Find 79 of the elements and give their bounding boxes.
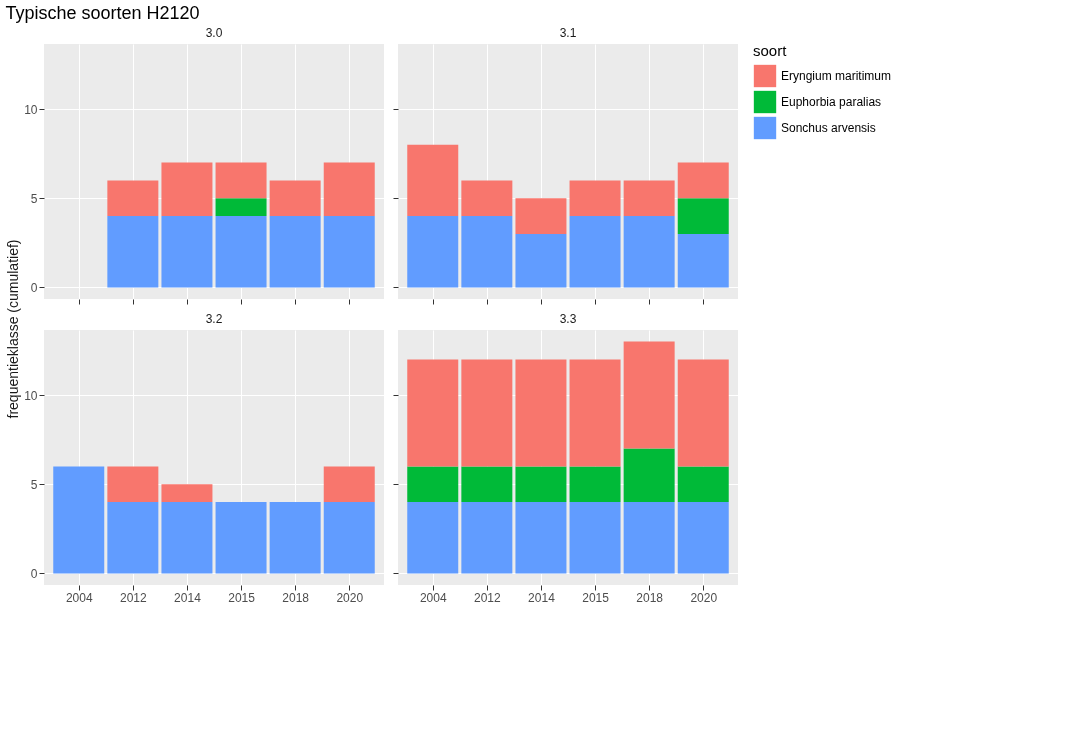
- chart-title: 3.2: [205, 312, 223, 326]
- bar: [215, 216, 267, 288]
- x-tick-label: 2020: [336, 590, 364, 605]
- bar: [269, 180, 321, 217]
- x-tick-label: 2015: [228, 590, 256, 605]
- bar: [323, 162, 375, 217]
- bar: [569, 502, 621, 574]
- bar: [161, 162, 213, 217]
- bar: [623, 502, 675, 574]
- legend-label: Euphorbia paralias: [781, 95, 882, 109]
- bar: [215, 162, 267, 199]
- legend-label: Sonchus arvensis: [781, 121, 876, 135]
- bar: [269, 216, 321, 288]
- bar: [461, 466, 513, 503]
- bar: [515, 198, 567, 234]
- x-tick-label: 2014: [174, 590, 202, 605]
- bar: [161, 216, 213, 288]
- y-tick-label: 5: [30, 191, 38, 206]
- x-tick-label: 2004: [65, 590, 93, 605]
- bar: [677, 198, 729, 234]
- x-tick-label: 2004: [419, 590, 447, 605]
- bar: [323, 216, 375, 288]
- legend-title: soort: [753, 42, 788, 59]
- x-tick-label: 2018: [636, 590, 664, 605]
- legend-label: Eryngium maritimum: [781, 69, 892, 83]
- bar: [215, 198, 267, 217]
- chart-title: 3.0: [205, 26, 223, 40]
- bar: [461, 180, 513, 217]
- bar: [323, 466, 375, 503]
- bar: [407, 144, 459, 217]
- bar: [677, 359, 729, 467]
- bar: [461, 502, 513, 574]
- bar: [623, 180, 675, 217]
- bar: [407, 502, 459, 574]
- x-tick-label: 2020: [690, 590, 718, 605]
- bar: [623, 448, 675, 503]
- bar: [677, 466, 729, 503]
- x-tick-label: 2014: [528, 590, 556, 605]
- bar: [107, 502, 159, 574]
- bar: [407, 359, 459, 467]
- chart-title: 3.1: [559, 26, 577, 40]
- bar: [569, 216, 621, 288]
- bar: [677, 233, 729, 288]
- bar: [677, 162, 729, 199]
- bar: [107, 180, 159, 217]
- y-axis-title: frequentieklasse (cumulatief): [5, 239, 21, 419]
- bar: [515, 502, 567, 574]
- bar: [461, 359, 513, 467]
- bar: [407, 466, 459, 503]
- bar: [161, 484, 213, 503]
- bar: [269, 502, 321, 574]
- bar: [515, 233, 567, 288]
- bar: [515, 359, 567, 467]
- x-tick-label: 2015: [582, 590, 610, 605]
- y-tick-label: 5: [30, 477, 38, 492]
- chart-title: 3.3: [559, 312, 577, 326]
- bar: [161, 502, 213, 574]
- bar: [107, 466, 159, 503]
- y-tick-label: 10: [24, 102, 38, 117]
- bar: [623, 216, 675, 288]
- bar: [407, 216, 459, 288]
- bar: [569, 359, 621, 467]
- bar: [107, 216, 159, 288]
- bar: [53, 466, 105, 574]
- y-tick-label: 0: [30, 566, 38, 581]
- bar: [569, 466, 621, 503]
- bar: [323, 502, 375, 574]
- x-tick-label: 2018: [282, 590, 310, 605]
- bar: [677, 502, 729, 574]
- x-tick-label: 2012: [120, 590, 148, 605]
- bar: [623, 341, 675, 449]
- bar: [461, 216, 513, 288]
- text: Typische soorten H2120: [5, 3, 200, 23]
- bar: [569, 180, 621, 217]
- y-tick-label: 0: [30, 280, 38, 295]
- y-tick-label: 10: [24, 388, 38, 403]
- x-tick-label: 2012: [474, 590, 502, 605]
- bar: [515, 466, 567, 503]
- bar: [215, 502, 267, 574]
